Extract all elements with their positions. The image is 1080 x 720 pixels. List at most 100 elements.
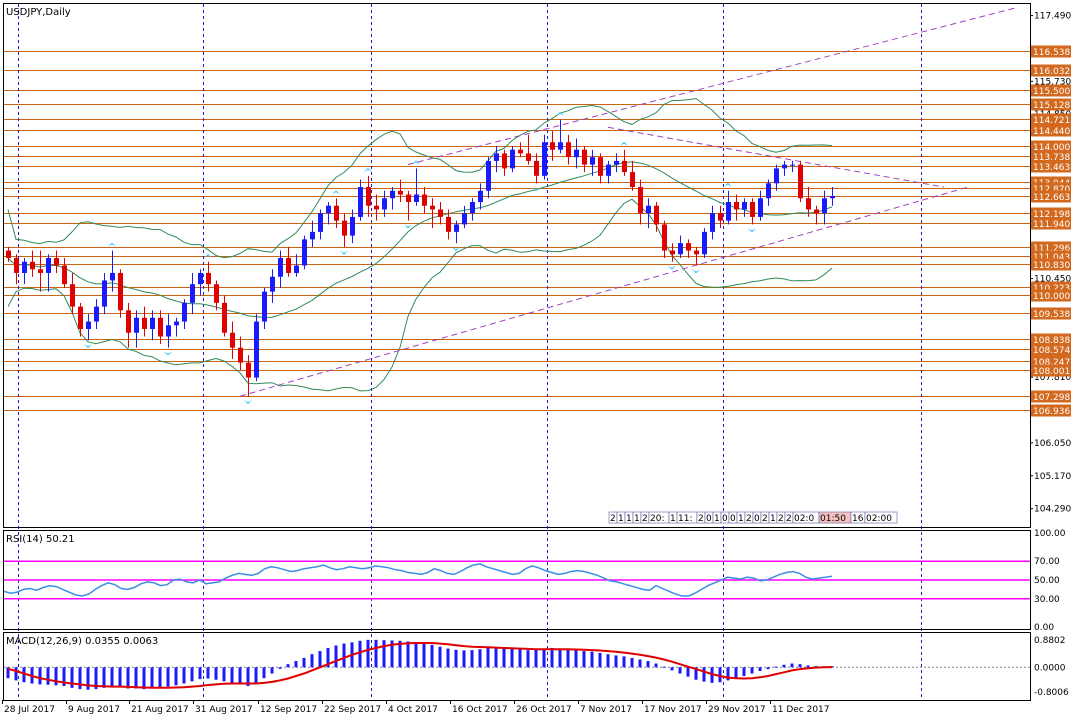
date-label: 12 Sep 2017 [260, 705, 317, 715]
candle-body [446, 216, 451, 232]
fractal-down-arrow [340, 250, 348, 255]
timeline-cell-text: 02:00 [866, 514, 892, 524]
level-label: 108.574 [1031, 343, 1071, 356]
timeline-cell-text: 1 [618, 514, 624, 524]
level-label-bg [1031, 160, 1071, 173]
upper-trend-line [407, 7, 1017, 166]
macd-bar [414, 642, 418, 668]
date-label: 11 Dec 2017 [772, 705, 830, 715]
macd-panel: 0.8802 0.0000 -0.8006 [4, 636, 1069, 698]
date-label: 29 Nov 2017 [708, 705, 766, 715]
timeline-cell-text: 01:50 [820, 514, 846, 524]
level-label-bg [1031, 364, 1071, 377]
level-label-bg [1031, 390, 1071, 403]
candle-body [638, 187, 643, 214]
macd-bar [638, 659, 642, 668]
candle-body [790, 164, 795, 166]
timeline-cell-text: 2 [762, 514, 768, 524]
level-label-bg [1031, 84, 1071, 97]
macd-bar [678, 667, 682, 674]
candle-body [238, 347, 243, 363]
trend-lines [239, 7, 1017, 397]
macd-bar [486, 647, 490, 668]
macd-bar [478, 649, 482, 668]
level-label-text: 114.721 [1033, 116, 1070, 126]
macd-bar [542, 648, 546, 668]
macd-bar [734, 667, 738, 679]
candle-body [750, 201, 755, 217]
level-label-text: 112.198 [1033, 210, 1070, 220]
macd-bar [54, 667, 58, 686]
level-label: 113.738 [1031, 150, 1071, 163]
macd-bar [518, 649, 522, 668]
level-label-text: 112.870 [1033, 185, 1070, 195]
fractal-up-arrow [412, 160, 420, 165]
macd-bar [606, 654, 610, 668]
candle-body [558, 142, 563, 150]
candle-body [462, 213, 467, 225]
macd-bar [798, 664, 802, 668]
timeline-cell-text: 0 [730, 514, 736, 524]
macd-bar [158, 667, 162, 688]
level-label-text: 108.838 [1033, 336, 1070, 346]
level-label-text: 114.440 [1033, 127, 1070, 137]
fractal-down-arrow [84, 344, 92, 349]
macd-bar [334, 645, 338, 668]
timeline-cell [864, 511, 898, 524]
band-upper [7, 97, 833, 259]
macd-bar [718, 667, 722, 683]
level-label-text: 115.500 [1033, 87, 1070, 97]
macd-tick-label: 0.8802 [1034, 636, 1066, 646]
macd-bar [318, 651, 322, 668]
candle-body [166, 325, 171, 337]
candle-body [742, 201, 747, 210]
macd-bar [270, 667, 274, 674]
price-tick-label: 104.290 [1034, 505, 1071, 515]
timeline-cell-text: 2 [698, 514, 704, 524]
macd-bar [446, 648, 450, 668]
macd-bar [174, 667, 178, 686]
macd-tick-label: -0.8006 [1034, 688, 1069, 698]
candle-body [318, 213, 323, 232]
date-label: 9 Aug 2017 [68, 705, 120, 715]
candle-body [294, 265, 299, 273]
macd-tick-label: 0.0000 [1034, 663, 1066, 673]
candle-body [478, 190, 483, 202]
timeline-cell-text: 0 [722, 514, 728, 524]
candle-body [86, 321, 91, 330]
candle-body [494, 153, 499, 161]
macd-bar [454, 649, 458, 668]
level-label: 110.830 [1031, 258, 1071, 271]
level-label-text: 115.128 [1033, 101, 1070, 111]
level-label-text: 108.001 [1033, 367, 1070, 377]
candle-body [814, 209, 819, 214]
level-label-bg [1031, 113, 1071, 126]
level-label-text: 111.940 [1033, 220, 1070, 230]
candlesticks [6, 119, 835, 397]
price-tick-label: 115.730 [1034, 77, 1071, 87]
candle-body [694, 250, 699, 255]
macd-bar [782, 664, 786, 668]
level-label-text: 111.296 [1033, 244, 1070, 254]
candle-body [630, 172, 635, 188]
candle-body [326, 205, 331, 214]
level-label-bg [1031, 258, 1071, 271]
candle-body [830, 196, 835, 199]
level-label: 114.721 [1031, 113, 1071, 126]
bollinger-bands [7, 97, 833, 392]
descending-trend-line [607, 126, 945, 188]
level-label: 106.936 [1031, 404, 1071, 417]
macd-bar [6, 667, 10, 679]
fractal-down-arrow [404, 224, 412, 229]
macd-bar [694, 667, 698, 680]
candle-body [510, 149, 515, 169]
macd-bar [766, 667, 770, 670]
level-label-bg [1031, 217, 1071, 230]
candle-body [470, 201, 475, 214]
candle-body [726, 201, 731, 221]
fractal-down-arrow [668, 265, 676, 270]
macd-bar [278, 667, 282, 669]
candle-body [382, 198, 387, 210]
candle-body [454, 224, 459, 232]
